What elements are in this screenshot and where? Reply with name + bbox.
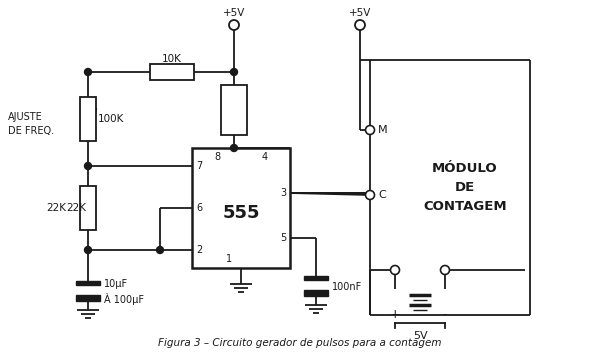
Text: 10K: 10K xyxy=(162,54,182,64)
Text: 100nF: 100nF xyxy=(332,282,362,292)
Text: 5V: 5V xyxy=(413,331,427,341)
Circle shape xyxy=(85,68,91,76)
Circle shape xyxy=(157,246,163,253)
Bar xyxy=(304,275,328,280)
Circle shape xyxy=(365,126,374,134)
Text: 22K: 22K xyxy=(66,203,86,213)
Circle shape xyxy=(440,265,449,275)
Text: AJUSTE
DE FREQ.: AJUSTE DE FREQ. xyxy=(8,112,54,136)
Text: 1: 1 xyxy=(226,254,232,264)
Bar xyxy=(304,290,328,295)
Bar xyxy=(221,85,247,135)
Text: +: + xyxy=(389,309,400,322)
Text: 5: 5 xyxy=(280,233,286,243)
Bar xyxy=(80,97,96,141)
Text: 7: 7 xyxy=(196,161,202,171)
Text: +5V: +5V xyxy=(223,8,245,18)
Circle shape xyxy=(355,20,365,30)
Text: 4: 4 xyxy=(262,152,268,162)
Text: Figura 3 – Circuito gerador de pulsos para a contagem: Figura 3 – Circuito gerador de pulsos pa… xyxy=(158,338,442,348)
Circle shape xyxy=(391,265,400,275)
Circle shape xyxy=(229,20,239,30)
Text: 555: 555 xyxy=(222,204,260,222)
Text: 6: 6 xyxy=(196,203,202,213)
Text: 8: 8 xyxy=(214,152,220,162)
Bar xyxy=(192,148,290,268)
Bar xyxy=(80,186,96,230)
Text: 100K: 100K xyxy=(98,114,124,124)
Circle shape xyxy=(85,162,91,169)
Text: 22K: 22K xyxy=(46,203,66,213)
Text: MÓDULO
DE
CONTAGEM: MÓDULO DE CONTAGEM xyxy=(423,162,507,213)
Text: -: - xyxy=(443,309,447,322)
Text: C: C xyxy=(378,190,386,200)
Text: M: M xyxy=(378,125,388,135)
Circle shape xyxy=(230,68,238,76)
Circle shape xyxy=(365,191,374,199)
Bar xyxy=(76,281,100,285)
Text: +5V: +5V xyxy=(349,8,371,18)
Text: 2: 2 xyxy=(196,245,202,255)
Bar xyxy=(76,295,100,300)
Bar xyxy=(150,64,194,80)
Circle shape xyxy=(85,246,91,253)
Text: 10µF
À 100µF: 10µF À 100µF xyxy=(104,279,144,305)
Text: 3: 3 xyxy=(280,188,286,198)
Circle shape xyxy=(230,144,238,151)
